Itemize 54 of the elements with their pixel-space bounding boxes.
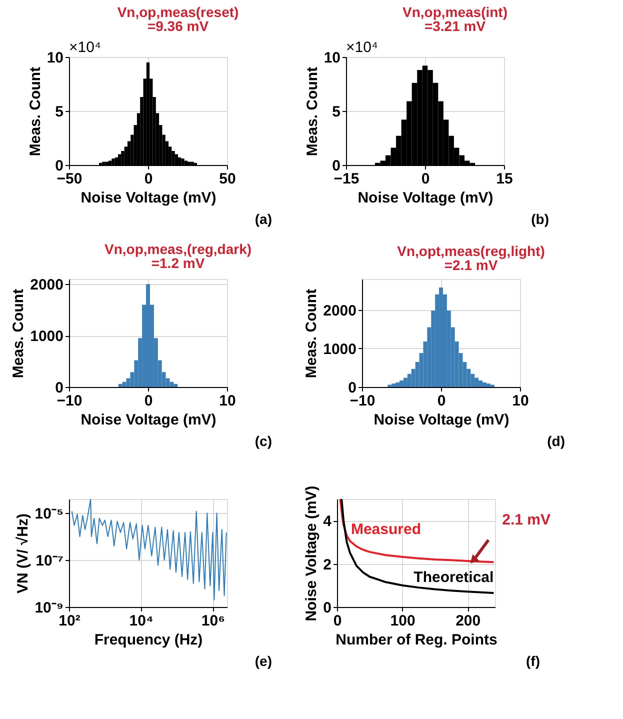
y-tick-label: 2000 <box>30 276 64 294</box>
x-axis-title: Noise Voltage (mV) <box>374 412 510 428</box>
x-tick-label: 50 <box>219 170 236 188</box>
y-tick-label: 10⁻⁷ <box>36 552 64 570</box>
line-series <box>339 499 495 564</box>
x-tick-label: 15 <box>496 170 513 188</box>
y-tick-label: 0 <box>323 600 332 616</box>
x-axis-title: Noise Voltage (mV) <box>80 190 216 206</box>
y-tick-label: 4 <box>323 513 332 530</box>
y-tick-label: 5 <box>332 104 340 120</box>
y-tick-label: 10 <box>46 50 64 66</box>
x-tick-label: 10⁶ <box>201 612 225 630</box>
x-axis-title: Noise Voltage (mV) <box>358 190 494 206</box>
x-tick-label: 10 <box>512 392 529 410</box>
y-tick-label: 10 <box>324 50 340 66</box>
x-tick-label: 0 <box>144 170 153 188</box>
x-axis-title: Frequency (Hz) <box>94 632 203 648</box>
y-axis-title: Meas. Count <box>303 288 320 378</box>
x-axis-title: Noise Voltage (mV) <box>80 412 216 428</box>
x-tick-label: 0 <box>144 392 153 410</box>
text: (a) <box>254 211 272 227</box>
x-tick-label: 10⁴ <box>129 612 154 630</box>
chart-title: Vn,opt,meas(reg,light) <box>397 243 545 259</box>
x-tick-label: 100 <box>390 612 416 630</box>
y-axis-title: Meas. Count <box>26 66 44 156</box>
x-tick-label: 0 <box>437 392 446 410</box>
text: ×10⁴ <box>69 39 101 56</box>
y-tick-label: 10⁻⁵ <box>34 506 64 523</box>
x-axis-title: Number of Reg. Points <box>336 632 498 648</box>
text: (b) <box>531 211 549 227</box>
x-tick-label: 200 <box>456 612 481 630</box>
x-tick-label: 10 <box>219 392 236 410</box>
chart-title: Vn,op,meas,(reg,dark) <box>104 241 252 258</box>
series-label: Measured <box>350 521 421 538</box>
y-tick-label: 1000 <box>30 328 64 346</box>
series-label: Theoretical <box>414 568 494 586</box>
y-tick-label: 5 <box>55 104 64 120</box>
y-tick-label: 2 <box>323 556 332 574</box>
y-axis-title: Meas. Count <box>10 288 28 378</box>
text: (f) <box>526 653 540 669</box>
y-axis-title: Noise Voltage (mV) <box>303 486 320 622</box>
y-axis-title: Meas. Count <box>304 66 321 156</box>
text: (c) <box>254 433 272 449</box>
y-tick-label: 2000 <box>323 302 356 320</box>
annotation: 2.1 mV <box>502 511 550 528</box>
text: (d) <box>547 433 565 449</box>
y-axis-title: VN (V/ √Hz) <box>14 514 32 594</box>
x-tick-label: 0 <box>421 170 430 188</box>
y-tick-label: 1000 <box>323 340 356 358</box>
line-series <box>340 499 495 594</box>
text: ×10⁴ <box>346 39 378 56</box>
chart-title: Vn,op,meas(reset) <box>117 4 239 20</box>
chart-title: Vn,op,meas(int) <box>402 4 508 20</box>
text: (e) <box>254 653 272 669</box>
